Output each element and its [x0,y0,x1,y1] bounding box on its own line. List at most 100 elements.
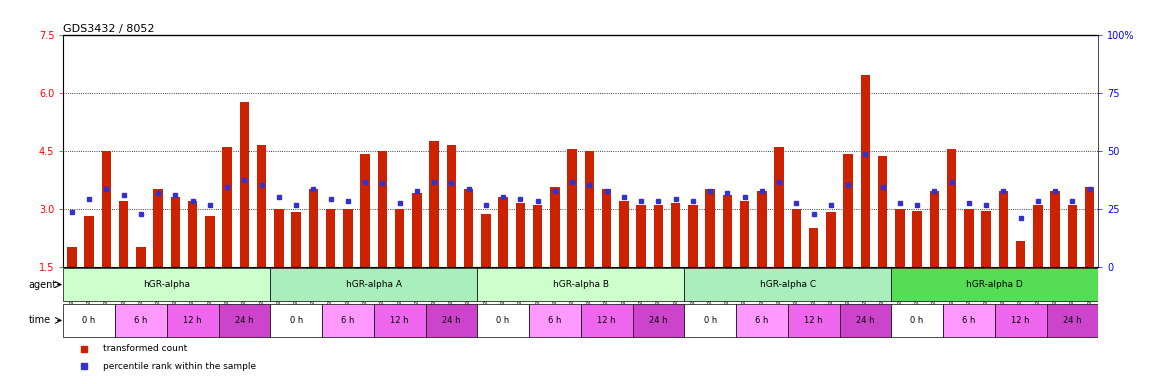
Bar [270,268,477,301]
Bar [412,193,422,266]
Bar [791,209,802,266]
Bar [601,189,612,266]
Bar [256,145,267,266]
Bar [788,304,840,336]
Bar [529,304,581,336]
Text: 0 h: 0 h [290,316,302,325]
Bar [374,304,426,336]
Bar [774,147,784,266]
Text: agent: agent [29,280,58,290]
Bar [477,304,529,336]
Bar [270,304,322,336]
Text: time: time [29,315,51,325]
Bar [477,268,684,301]
Bar [1050,191,1060,266]
Text: 6 h: 6 h [756,316,768,325]
Text: 24 h: 24 h [235,316,254,325]
Bar [757,191,767,266]
Bar [394,209,405,266]
Bar [653,205,664,266]
Bar [670,203,681,266]
Bar [843,154,853,266]
Text: 24 h: 24 h [649,316,668,325]
Bar [1033,205,1043,266]
Text: 0 h: 0 h [497,316,509,325]
Bar [1067,205,1078,266]
Bar [429,141,439,266]
Text: 12 h: 12 h [597,316,616,325]
Bar [1046,304,1098,336]
Bar [205,216,215,266]
Bar [239,102,250,266]
Text: hGR-alpha D: hGR-alpha D [966,280,1024,289]
Bar [481,214,491,266]
Bar [891,268,1098,301]
Bar [981,210,991,266]
Bar [322,304,374,336]
Bar [891,304,943,336]
Bar [274,209,284,266]
Bar [115,304,167,336]
Bar [218,304,270,336]
Bar [929,191,940,266]
Bar [877,156,888,266]
Bar [567,149,577,266]
Text: 0 h: 0 h [911,316,923,325]
Bar [636,205,646,266]
Bar [426,304,477,336]
Text: 24 h: 24 h [1063,316,1082,325]
Bar [808,228,819,266]
Bar [995,304,1046,336]
Text: percentile rank within the sample: percentile rank within the sample [102,362,255,371]
Text: 6 h: 6 h [549,316,561,325]
Bar [943,304,995,336]
Bar [498,197,508,266]
Bar [946,149,957,266]
Bar [377,151,388,266]
Bar [912,210,922,266]
Bar [136,247,146,266]
Bar [688,205,698,266]
Bar [291,212,301,266]
Text: transformed count: transformed count [102,344,186,354]
Bar [739,201,750,266]
Bar [895,209,905,266]
Bar [463,189,474,266]
Bar [170,197,181,266]
Bar [118,201,129,266]
Text: 6 h: 6 h [135,316,147,325]
Bar [722,195,733,266]
Bar [308,189,319,266]
Bar [67,247,77,266]
Text: 12 h: 12 h [183,316,202,325]
Bar [63,268,270,301]
Bar [581,304,632,336]
Bar [222,147,232,266]
Bar [826,212,836,266]
Bar [360,154,370,266]
Text: 24 h: 24 h [442,316,461,325]
Bar [964,209,974,266]
Bar [325,209,336,266]
Text: hGR-alpha C: hGR-alpha C [760,280,815,289]
Text: 0 h: 0 h [704,316,716,325]
Bar [840,304,891,336]
Bar [153,189,163,266]
Bar [632,304,684,336]
Bar [860,75,871,266]
Bar [101,151,112,266]
Text: hGR-alpha A: hGR-alpha A [346,280,401,289]
Bar [446,145,457,266]
Bar [532,205,543,266]
Text: 0 h: 0 h [83,316,95,325]
Text: 12 h: 12 h [390,316,409,325]
Text: 24 h: 24 h [856,316,875,325]
Bar [705,189,715,266]
Bar [1015,242,1026,266]
Bar [584,151,595,266]
Bar [550,187,560,266]
Bar [736,304,788,336]
Bar [998,191,1009,266]
Bar [63,304,115,336]
Bar [619,201,629,266]
